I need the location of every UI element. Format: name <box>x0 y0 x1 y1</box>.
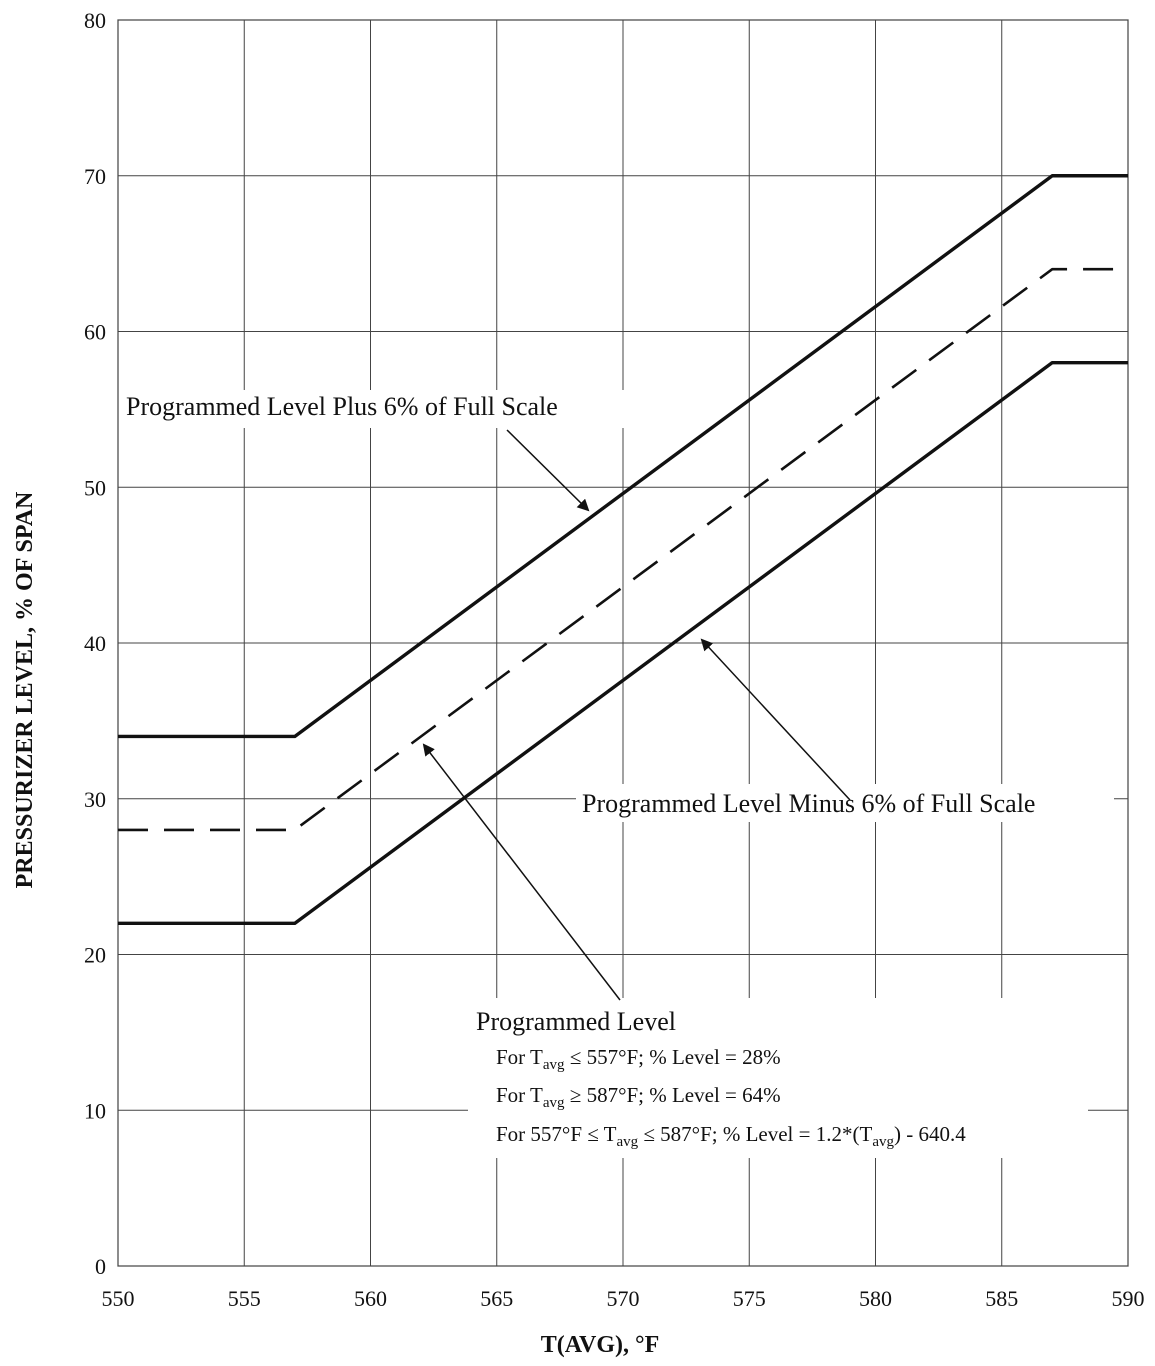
x-tick-label: 585 <box>985 1286 1018 1311</box>
series-layer <box>118 174 1128 926</box>
x-tick-label: 550 <box>102 1286 135 1311</box>
programmed-label: Programmed Level <box>476 1007 676 1036</box>
series-line-1 <box>118 267 1128 832</box>
x-tick-label: 555 <box>228 1286 261 1311</box>
y-tick-label: 70 <box>84 164 106 189</box>
x-tick-label: 560 <box>354 1286 387 1311</box>
x-tick-label: 580 <box>859 1286 892 1311</box>
plus-label-bg <box>120 390 640 428</box>
y-tick-label: 20 <box>84 943 106 968</box>
y-axis-title: PRESSURIZER LEVEL, % OF SPAN <box>12 491 38 888</box>
note-line-2: For Tavg ≥ 587°F; % Level = 64% <box>496 1083 781 1111</box>
plus-arrow <box>506 429 590 512</box>
y-tick-label: 10 <box>84 1098 106 1123</box>
y-tick-label: 60 <box>84 320 106 345</box>
series-line-0 <box>118 174 1128 739</box>
tick-labels: 550 555 560 565 570 575 580 585 590 0 10 20 30 40 50 60… <box>84 8 1145 1311</box>
y-tick-label: 50 <box>84 475 106 500</box>
x-tick-label: 590 <box>1112 1286 1145 1311</box>
y-tick-label: 30 <box>84 787 106 812</box>
programmed-arrow <box>422 743 621 1001</box>
y-tick-label: 0 <box>95 1254 106 1279</box>
series-line-2 <box>118 360 1128 926</box>
y-tick-label: 40 <box>84 631 106 656</box>
minus-label: Programmed Level Minus 6% of Full Scale <box>582 789 1035 818</box>
x-tick-label: 565 <box>480 1286 513 1311</box>
minus-label-bg <box>576 784 1114 822</box>
y-tick-label: 80 <box>84 8 106 33</box>
x-axis-title: T(AVG), °F <box>541 1332 660 1358</box>
note-line-3: For 557°F ≤ Tavg ≤ 587°F; % Level = 1.2*… <box>496 1122 966 1150</box>
programmed-note-bg <box>468 998 1088 1158</box>
note-line-1: For Tavg ≤ 557°F; % Level = 28% <box>496 1045 781 1073</box>
plus-label: Programmed Level Plus 6% of Full Scale <box>126 392 558 421</box>
minus-arrow <box>700 638 851 801</box>
x-tick-label: 575 <box>733 1286 766 1311</box>
x-tick-label: 570 <box>607 1286 640 1311</box>
